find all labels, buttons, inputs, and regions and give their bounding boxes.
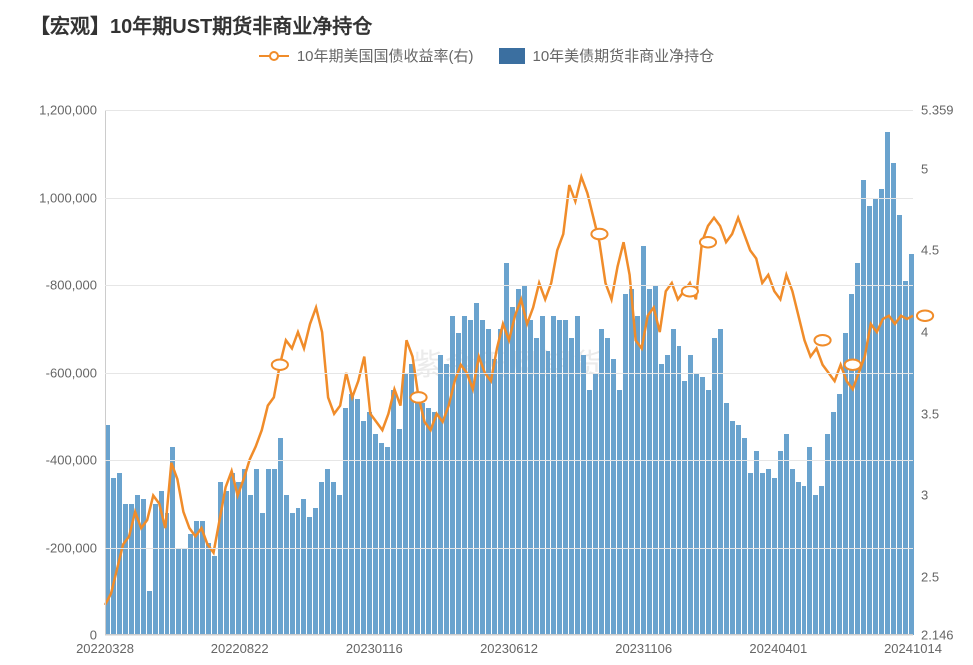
y-right-tick-label: 3 <box>921 488 928 503</box>
y-left-tick-label: -600,000 <box>46 365 97 380</box>
line-marker <box>700 237 716 248</box>
grid-line <box>105 198 913 199</box>
x-tick-label: 20230116 <box>346 641 403 656</box>
x-tick-label: 20241014 <box>884 641 942 656</box>
legend-item-line[interactable]: 10年期美国国债收益率(右) <box>259 45 474 66</box>
y-left-tick-label: -800,000 <box>46 278 97 293</box>
y-right-tick-label: 3.5 <box>921 406 939 421</box>
x-tick-label: 20220822 <box>211 641 269 656</box>
y-left-tick-label: -400,000 <box>46 453 97 468</box>
legend-item-bar[interactable]: 10年美债期货非商业净持仓 <box>499 45 715 66</box>
y-left-tick-label: 1,000,000 <box>39 190 97 205</box>
legend-bar-swatch <box>499 48 525 64</box>
y-right-tick-label: 5 <box>921 161 928 176</box>
x-tick-label: 20230612 <box>480 641 538 656</box>
line-marker <box>845 359 861 370</box>
line-path <box>105 177 913 605</box>
grid-line <box>105 285 913 286</box>
y-right-tick-label: 5.359 <box>921 103 954 118</box>
y-right-tick-label: 2.5 <box>921 570 939 585</box>
x-tick-label: 20231106 <box>615 641 672 656</box>
y-left-tick-label: 1,200,000 <box>39 103 97 118</box>
x-tick-label: 20220328 <box>76 641 134 656</box>
grid-line <box>105 110 913 111</box>
grid-line <box>105 460 913 461</box>
line-marker <box>410 392 426 403</box>
line-marker <box>917 310 933 321</box>
legend-line-swatch <box>259 50 289 62</box>
grid-line <box>105 373 913 374</box>
line-marker <box>814 335 830 346</box>
grid-line <box>105 548 913 549</box>
y-left-tick-label: -200,000 <box>46 540 97 555</box>
line-marker <box>272 359 288 370</box>
plot-area: 紫金天风期货 0-200,000-400,000-600,000-800,000… <box>105 110 913 635</box>
y-right-tick-label: 4.5 <box>921 243 939 258</box>
chart-title: 【宏观】10年期UST期货非商业净持仓 <box>30 10 372 39</box>
line-marker <box>682 286 698 297</box>
grid-line <box>105 635 913 636</box>
chart-container: 【宏观】10年期UST期货非商业净持仓 10年期美国国债收益率(右) 10年美债… <box>0 0 973 665</box>
line-marker <box>591 229 607 240</box>
legend: 10年期美国国债收益率(右) 10年美债期货非商业净持仓 <box>0 45 973 66</box>
legend-line-label: 10年期美国国债收益率(右) <box>297 45 474 66</box>
x-tick-label: 20240401 <box>749 641 807 656</box>
y-right-tick-label: 4 <box>921 325 928 340</box>
legend-bar-label: 10年美债期货非商业净持仓 <box>533 45 715 66</box>
